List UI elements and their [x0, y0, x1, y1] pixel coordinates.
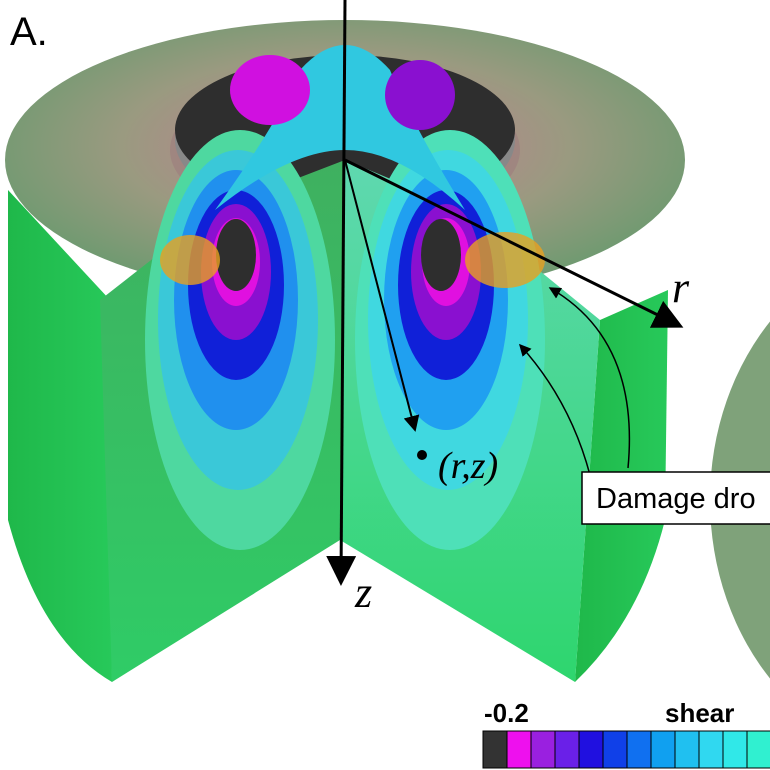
colorbar-segment: [746, 730, 770, 769]
stress-patch: [230, 55, 310, 125]
stress-patch: [385, 60, 455, 130]
cylinder-left-side: [8, 190, 112, 682]
colorbar-segment: [626, 730, 652, 769]
colorbar-min: -0.2: [484, 698, 529, 728]
callout-box: [581, 471, 770, 525]
z-axis: [326, 0, 357, 586]
colorbar-title: shear: [665, 698, 734, 728]
colorbar-segment: [506, 730, 532, 769]
callout-arrow: [548, 287, 631, 469]
position-arrow: [344, 159, 420, 432]
colorbar-segment: [578, 730, 604, 769]
colorbar: [482, 730, 770, 769]
panel-label: A.: [10, 10, 48, 54]
r-label: r: [672, 263, 690, 312]
colorbar-segment: [602, 730, 628, 769]
stress-lobe-right: [355, 130, 545, 550]
colorbar-segment: [650, 730, 676, 769]
point-label: (r,z): [438, 445, 498, 487]
colorbar-segment: [698, 730, 724, 769]
stress-band: [215, 45, 465, 210]
colorbar-segment: [722, 730, 748, 769]
callout-arrow: [518, 343, 591, 476]
callout-text: Damage dro: [596, 483, 756, 515]
colorbar-segment: [554, 730, 580, 769]
r-axis: [344, 158, 684, 328]
z-label: z: [354, 568, 372, 617]
point: [417, 450, 427, 460]
stress-lobe-left: [145, 130, 335, 550]
colorbar-segment: [530, 730, 556, 769]
colorbar-segment: [674, 730, 700, 769]
colorbar-segment: [482, 730, 508, 769]
